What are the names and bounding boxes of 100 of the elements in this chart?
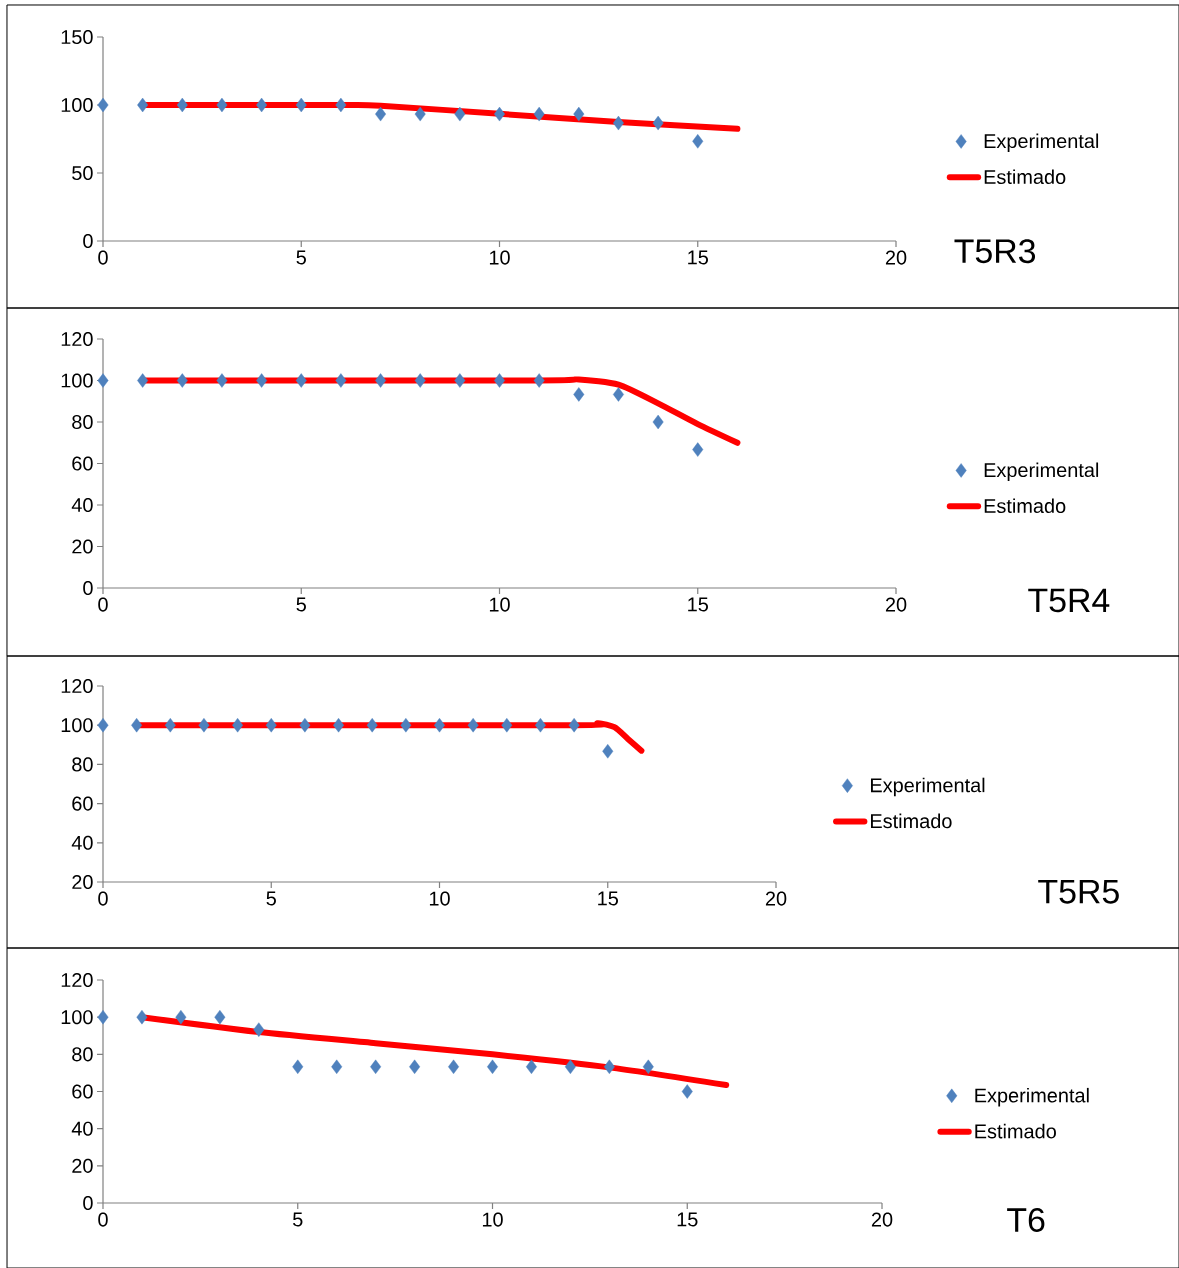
- x-tick-label: 15: [598, 891, 618, 906]
- point: [216, 373, 228, 388]
- y-tick-label: 100: [61, 373, 93, 388]
- y-tick-label: 60: [72, 456, 93, 471]
- x-tick-label: 5: [296, 597, 306, 612]
- x-tick-label: 5: [293, 1212, 303, 1227]
- text: T6: [1007, 1207, 1045, 1232]
- point: [335, 373, 347, 388]
- y-tick-label: 40: [71, 497, 93, 513]
- point: [526, 1059, 537, 1074]
- point: [136, 1009, 148, 1025]
- point: [454, 106, 466, 122]
- legend-label: Estimado: [984, 498, 1066, 514]
- y-tick-label: 100: [61, 97, 93, 113]
- point: [454, 373, 466, 388]
- point: [97, 97, 109, 113]
- point: [214, 1009, 226, 1025]
- point: [216, 97, 228, 113]
- x-tick-label: 0: [98, 250, 108, 265]
- y-tick-label: 100: [61, 718, 93, 733]
- text: T5R5: [1038, 879, 1119, 904]
- point: [335, 97, 347, 113]
- point: [295, 97, 307, 113]
- point: [175, 1009, 187, 1025]
- y-tick-label: 150: [61, 29, 93, 45]
- y-tick-label: 80: [72, 1047, 93, 1062]
- point: [137, 97, 149, 113]
- point: [573, 387, 585, 402]
- point: [642, 1059, 654, 1074]
- y-tick-label: 80: [72, 757, 93, 772]
- point: [573, 106, 585, 122]
- point: [533, 373, 545, 388]
- point: [448, 1059, 459, 1074]
- legend-label: Estimado: [871, 813, 952, 829]
- point: [564, 1059, 576, 1074]
- y-tick-label: 120: [61, 972, 93, 988]
- point: [692, 134, 704, 149]
- x-tick-label: 20: [765, 891, 787, 906]
- y-tick-label: 0: [83, 1195, 93, 1211]
- legend-label: Experimental: [871, 777, 985, 797]
- point: [681, 1084, 693, 1099]
- x-tick-label: 0: [98, 1212, 108, 1227]
- x-tick-label: 0: [98, 597, 108, 612]
- point: [97, 1009, 109, 1025]
- x-tick-label: 20: [871, 1212, 893, 1227]
- x-tick-label: 10: [489, 597, 510, 612]
- point: [292, 1059, 304, 1074]
- x-tick-label: 15: [688, 597, 708, 612]
- legend-label: Experimental: [984, 462, 1099, 482]
- y-tick-label: 0: [83, 233, 93, 249]
- y-tick-label: 40: [71, 835, 93, 850]
- y-tick-label: 60: [72, 1084, 93, 1099]
- point: [256, 373, 268, 388]
- y-tick-label: 20: [72, 539, 93, 554]
- text: T5R4: [1028, 588, 1110, 613]
- point: [375, 373, 386, 388]
- x-tick-label: 15: [677, 1212, 698, 1227]
- text: T5R3: [954, 239, 1036, 264]
- x-tick-label: 10: [489, 250, 510, 265]
- y-tick-label: 100: [61, 1010, 93, 1025]
- point: [137, 373, 149, 388]
- x-tick-label: 10: [429, 891, 450, 906]
- y-tick-label: 60: [72, 796, 93, 811]
- point: [295, 373, 307, 388]
- point: [409, 1059, 421, 1074]
- point: [414, 106, 426, 122]
- y-tick-label: 0: [83, 580, 93, 596]
- point: [176, 97, 188, 113]
- legend-label: Experimental: [975, 1087, 1089, 1107]
- y-tick-label: 120: [61, 331, 93, 347]
- legend-label: Experimental: [984, 133, 1099, 153]
- point: [414, 373, 426, 388]
- point: [176, 373, 188, 388]
- point: [652, 414, 664, 430]
- point: [494, 373, 505, 388]
- point: [613, 387, 624, 402]
- y-tick-label: 20: [72, 874, 93, 890]
- x-tick-label: 20: [885, 250, 907, 265]
- x-tick-label: 5: [266, 891, 276, 906]
- point: [603, 1059, 615, 1074]
- x-tick-label: 10: [482, 1212, 503, 1227]
- x-tick-label: 20: [885, 597, 907, 612]
- point: [487, 1059, 498, 1074]
- point: [331, 1059, 343, 1074]
- y-tick-label: 80: [72, 414, 93, 430]
- y-tick-label: 50: [72, 165, 93, 181]
- y-tick-label: 120: [61, 678, 93, 694]
- x-tick-label: 15: [688, 250, 708, 265]
- point: [370, 1059, 382, 1074]
- x-tick-label: 0: [98, 891, 108, 906]
- point: [97, 373, 109, 388]
- point: [533, 106, 545, 122]
- point: [256, 97, 268, 113]
- y-tick-label: 20: [72, 1158, 93, 1173]
- legend-label: Estimado: [984, 169, 1066, 185]
- point: [692, 442, 704, 457]
- point: [253, 1022, 265, 1037]
- y-tick-label: 40: [71, 1121, 93, 1136]
- legend-label: Estimado: [975, 1123, 1056, 1139]
- x-tick-label: 5: [296, 250, 306, 265]
